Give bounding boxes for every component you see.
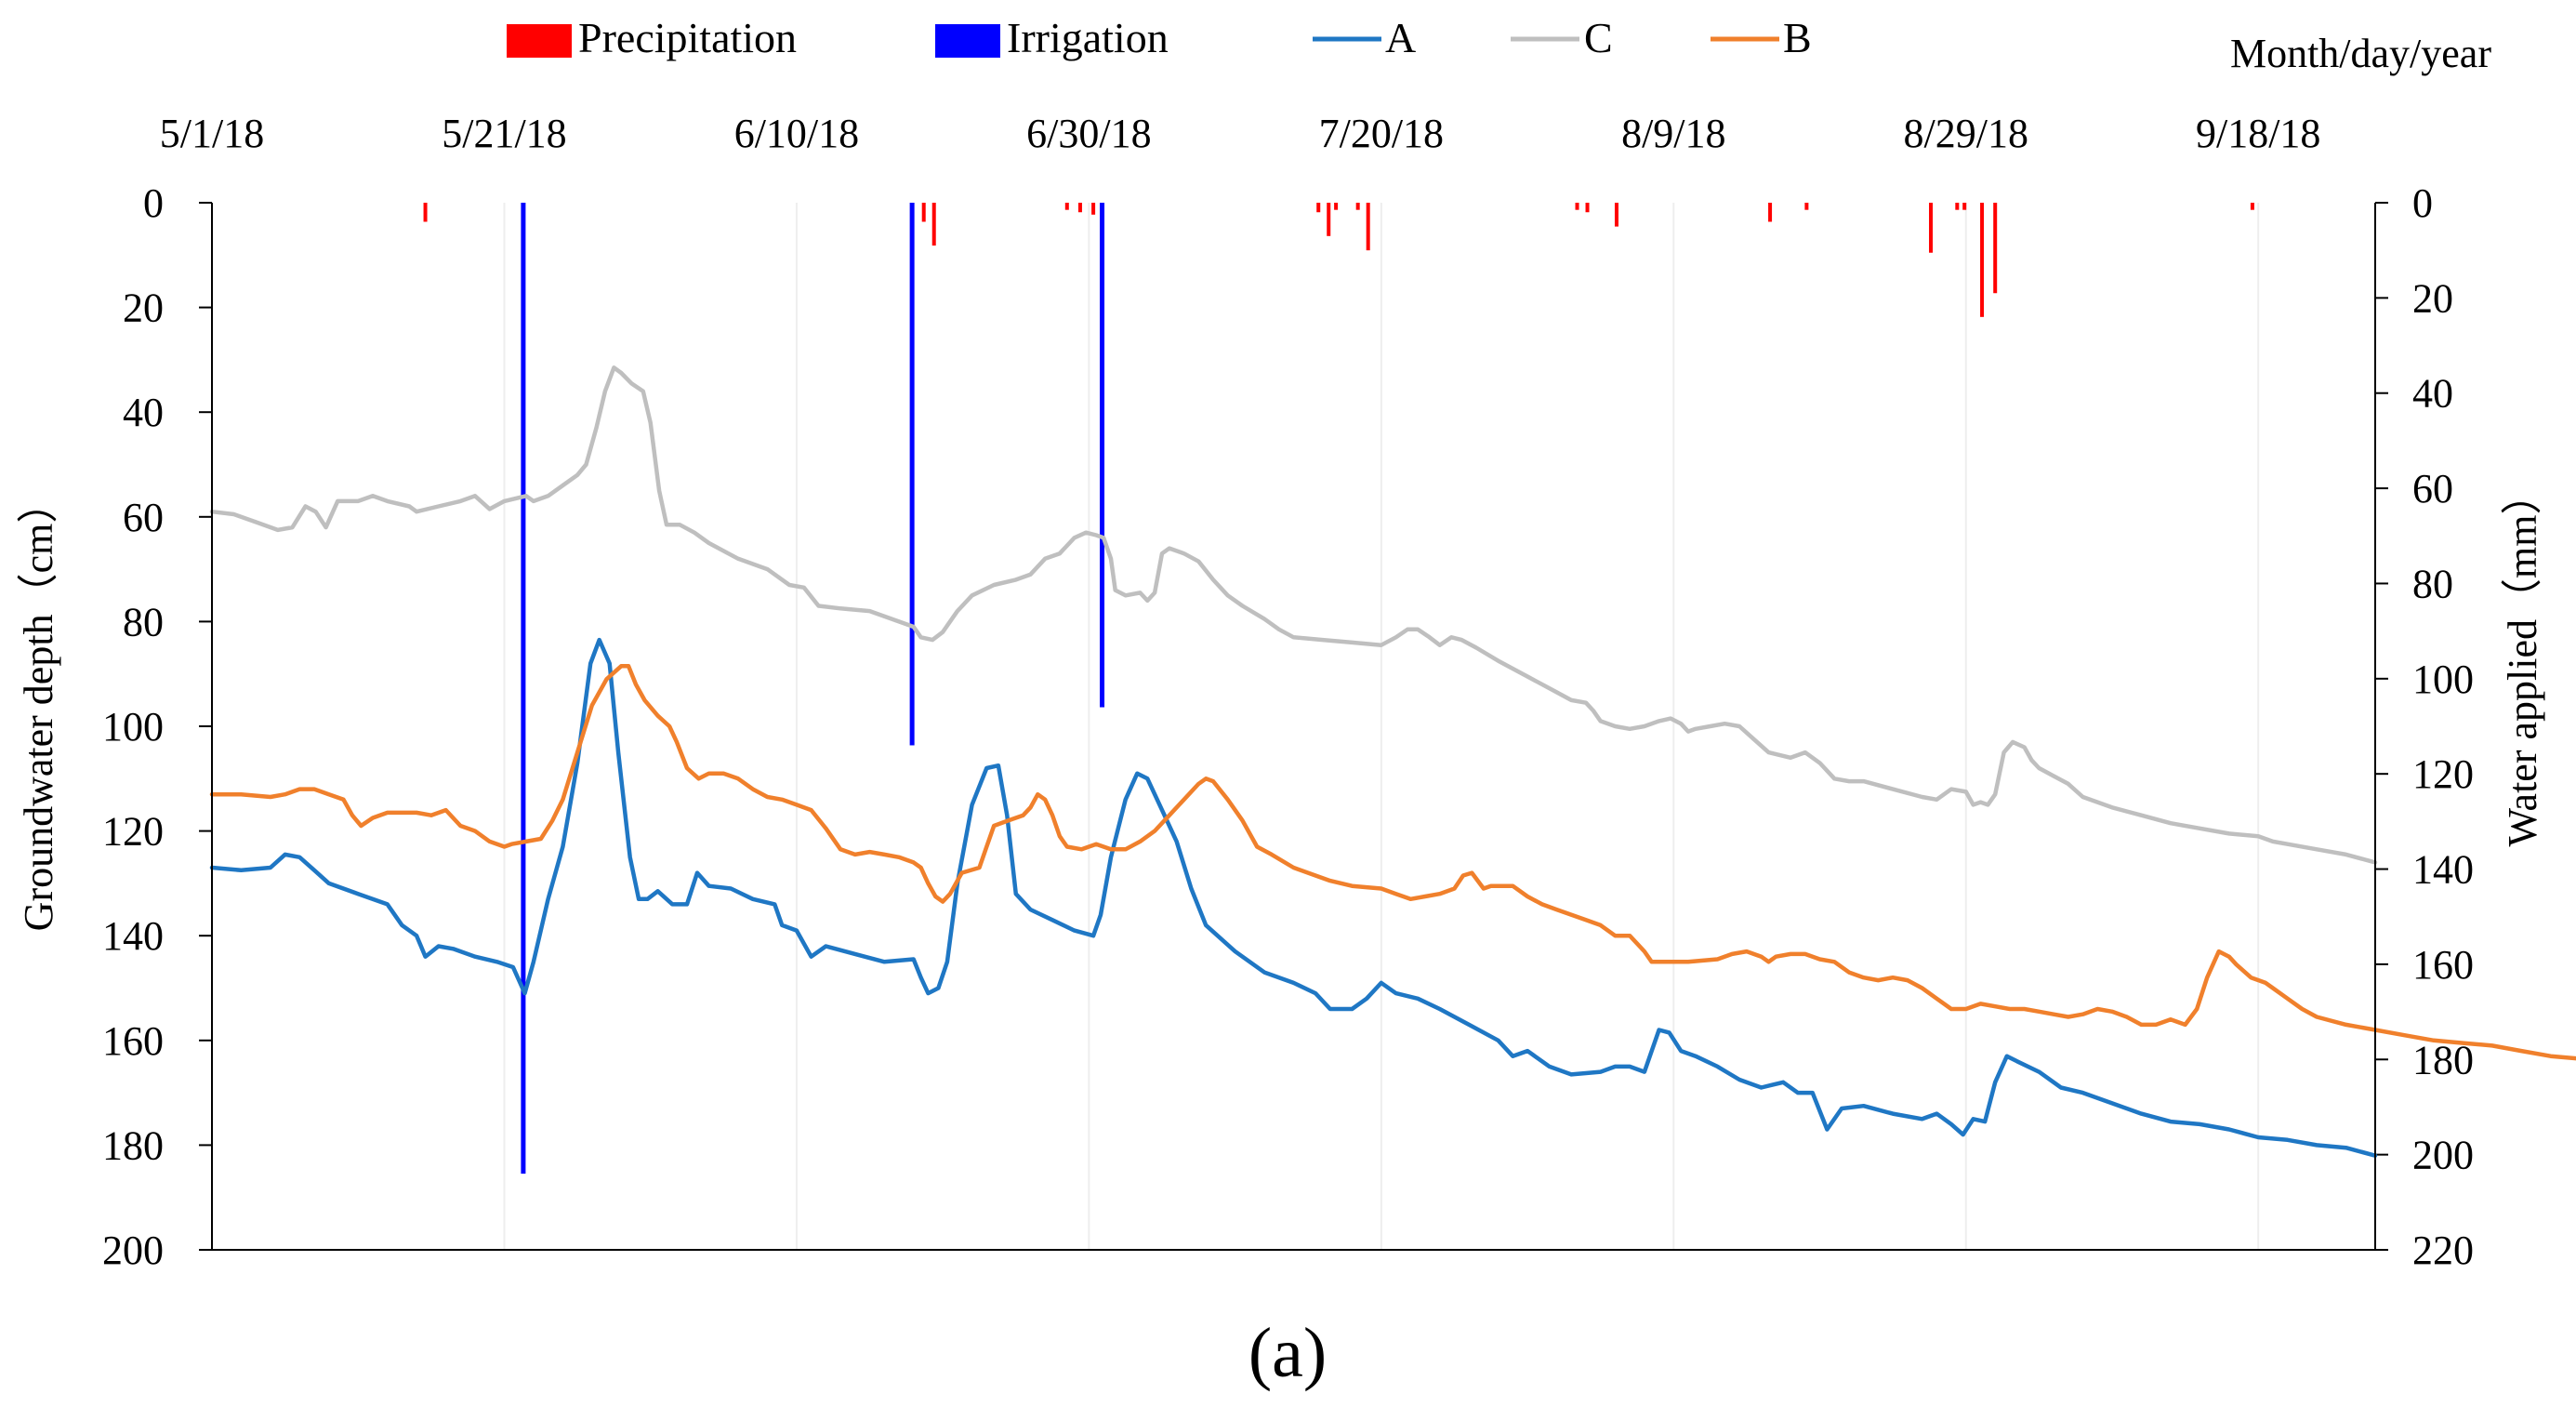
left-tick-label: 180 [102,1122,164,1168]
x-tick-label: 6/10/18 [734,111,859,156]
left-tick-label: 60 [123,495,164,540]
right-tick-label: 200 [2412,1133,2474,1178]
right-axis-title: Water applied（mm） [2500,474,2545,847]
precipitation-bar [1980,203,1985,317]
x-tick-label: 5/1/18 [160,111,264,156]
right-tick-label: 80 [2412,561,2453,606]
legend-label-irrigation: Irrigation [1007,14,1169,61]
x-tick-label: 8/29/18 [1904,111,2028,156]
series-line-c [209,365,2378,865]
lines-layer [209,365,2576,1158]
x-tick-label: 8/9/18 [1621,111,1725,156]
figure-caption: (a) [1248,1314,1327,1392]
x-tick-label: 9/18/18 [2196,111,2320,156]
legend-swatch-precipitation [507,24,572,58]
precipitation-bar [1768,203,1773,222]
irrigation-bar [1100,203,1105,708]
legend-label-b: B [1783,14,1812,61]
left-tick-label: 100 [102,704,164,750]
precipitation-bar [1366,203,1370,251]
left-tick-label: 0 [143,180,164,226]
irrigation-bar [909,203,915,746]
bars-layer [423,203,2254,1175]
right-tick-label: 0 [2412,180,2433,226]
irrigation-bar [521,203,526,1175]
precipitation-bar [1077,203,1082,213]
precipitation-bar [1962,203,1967,210]
series-line-a [209,637,2378,1158]
precipitation-bar [1575,203,1579,210]
legend: Precipitation Irrigation A C B [507,14,1812,61]
x-axis-title: Month/day/year [2230,31,2491,76]
legend-label-c: C [1584,14,1613,61]
precipitation-bar [1614,203,1618,227]
left-tick-label: 120 [102,809,164,855]
precipitation-bar [1355,203,1360,210]
precipitation-bar [1955,203,1960,210]
gridlines [503,203,2260,1250]
legend-label-a: A [1385,14,1416,61]
precipitation-bar [931,203,936,246]
right-tick-label: 40 [2412,371,2453,417]
x-tick-label: 7/20/18 [1319,111,1444,156]
left-tick-label: 160 [102,1018,164,1064]
precipitation-bar [1316,203,1321,213]
right-tick-label: 100 [2412,657,2474,702]
right-tick-label: 160 [2412,942,2474,988]
left-tick-label: 140 [102,913,164,959]
x-tick-label: 5/21/18 [442,111,566,156]
legend-swatch-irrigation [935,24,1000,58]
right-tick-label: 220 [2412,1228,2474,1273]
left-tick-label: 200 [102,1228,164,1273]
left-axis-ticks: 0 20 40 60 80 100 120 140 160 180 200 [102,180,212,1273]
precipitation-bar [1091,203,1096,215]
right-tick-label: 20 [2412,275,2453,321]
x-tick-label: 6/30/18 [1026,111,1151,156]
left-tick-label: 20 [123,285,164,331]
left-tick-label: 80 [123,599,164,644]
precipitation-bar [1334,203,1339,210]
precipitation-bar [423,203,428,222]
right-tick-label: 60 [2412,466,2453,511]
precipitation-bar [921,203,926,222]
precipitation-bar [1064,203,1069,210]
precipitation-bar [1327,203,1331,236]
x-axis-ticks: 5/1/18 5/21/18 6/10/18 6/30/18 7/20/18 8/9/18… [160,111,2321,156]
precipitation-bar [1993,203,1998,294]
series-line-b [209,664,2576,1061]
precipitation-bar [1929,203,1934,253]
precipitation-bar [2250,203,2254,210]
axes [211,203,2376,1251]
right-tick-label: 140 [2412,847,2474,893]
left-tick-label: 40 [123,390,164,435]
left-axis-title: Groundwater depth（cm） [16,483,61,932]
precipitation-bar [1585,203,1590,213]
legend-label-precipitation: Precipitation [578,14,797,61]
right-tick-label: 120 [2412,751,2474,797]
precipitation-bar [1804,203,1809,210]
